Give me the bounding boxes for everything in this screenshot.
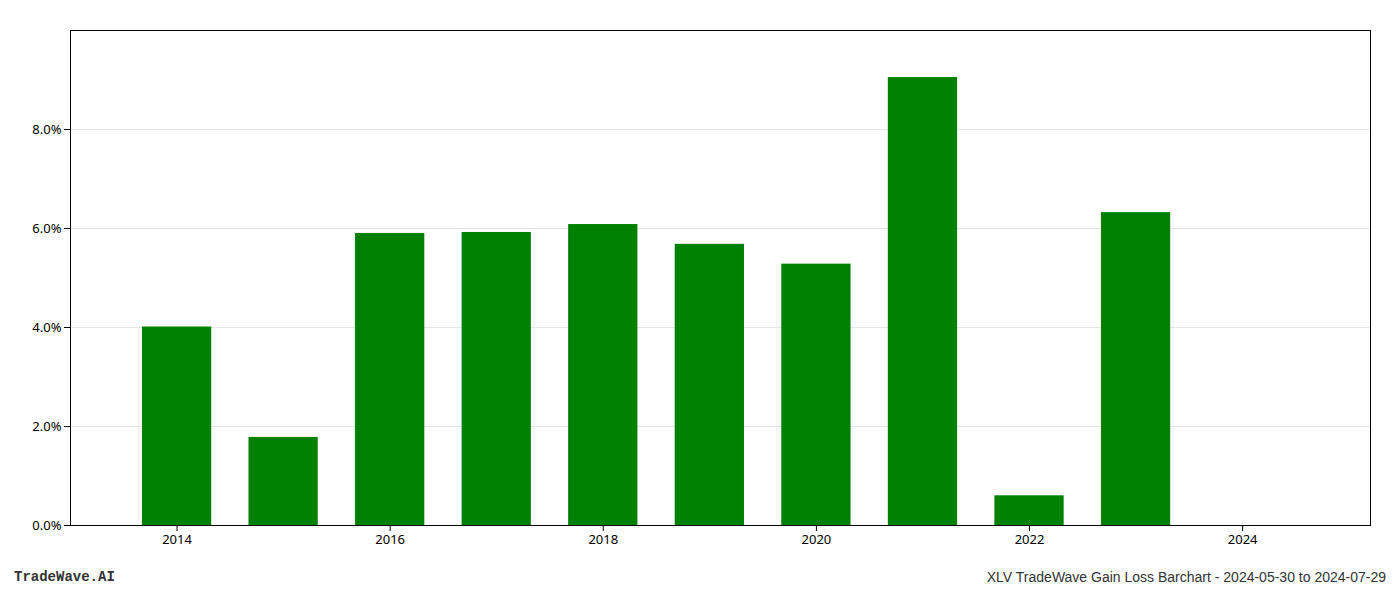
html-text:TradeWave.AI: TradeWave.AI	[14, 569, 115, 585]
svg-text:2024: 2024	[1228, 530, 1258, 548]
svg-text:6.0%: 6.0%	[32, 219, 61, 237]
svg-text:0.0%: 0.0%	[32, 516, 61, 534]
svg-text:2016: 2016	[375, 530, 405, 548]
svg-text:2018: 2018	[588, 530, 618, 548]
svg-text:8.0%: 8.0%	[32, 120, 61, 138]
svg-text:4.0%: 4.0%	[32, 318, 61, 336]
svg-text:2020: 2020	[802, 530, 832, 548]
svg-text:2022: 2022	[1015, 530, 1045, 548]
svg-text:2.0%: 2.0%	[32, 417, 61, 435]
svg-text:2014: 2014	[162, 530, 192, 548]
html-text:XLV TradeWave Gain Loss Barcha: XLV TradeWave Gain Loss Barchart - 2024-…	[986, 569, 1386, 585]
